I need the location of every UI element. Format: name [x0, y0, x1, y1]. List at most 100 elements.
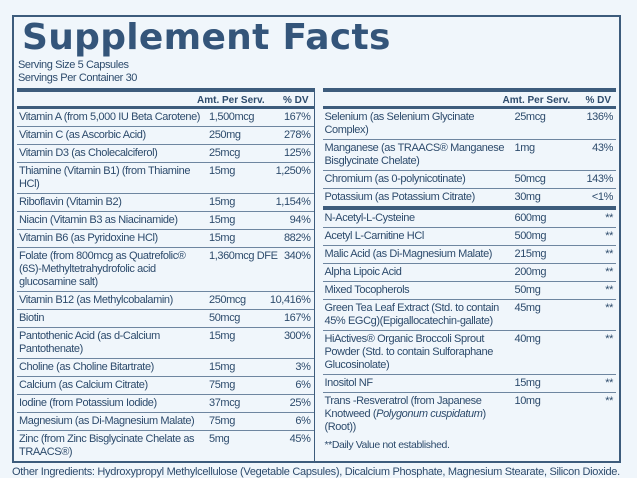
row-name: N-Acetyl-L-Cysteine	[324, 212, 416, 225]
row-amount: 75mg	[209, 379, 235, 391]
row-amount: 15mg	[209, 214, 235, 226]
row-dv: **	[605, 302, 613, 315]
table-row: Malic Acid (as Di-Magnesium Malate) 215mg…	[322, 246, 616, 265]
row-amount: 30mg	[514, 191, 541, 203]
row-name: Selenium (as Selenium Glycinate Complex)	[324, 111, 475, 136]
table-row: Selenium (as Selenium Glycinate Complex)…	[322, 109, 616, 140]
row-name: Calcium (as Calcium Citrate)	[19, 379, 148, 391]
table-row: Thiamine (Vitamin B1) (from Thiamine HCl…	[17, 163, 314, 194]
row-dv: 278%	[283, 129, 311, 141]
table-row: Vitamin B6 (as Pyridoxine HCl) 15mg 882%	[17, 230, 314, 248]
table-row: Niacin (Vitamin B3 as Niacinamide) 15mg 94…	[17, 212, 314, 230]
row-name: Choline (as Choline Bitartrate)	[19, 361, 154, 373]
row-amount: 45mg	[514, 302, 541, 315]
row-amount: 50mg	[514, 284, 541, 297]
row-name: Manganese (as TRAACS® Manganese Bisglyci…	[324, 142, 505, 167]
row-dv: **	[605, 266, 613, 279]
row-name: Iodine (from Potassium Iodide)	[19, 397, 157, 409]
nutrient-columns: Amt. Per Serv. % DV Vitamin A (from 5,00…	[17, 88, 616, 461]
left-nutrient-table: Amt. Per Serv. % DV Vitamin A (from 5,00…	[17, 88, 315, 461]
table-row: Riboflavin (Vitamin B2) 15mg 1,154%	[17, 194, 314, 212]
table-row: Manganese (as TRAACS® Manganese Bisglyci…	[322, 140, 616, 171]
row-dv: 340%	[283, 250, 311, 262]
row-dv: 6%	[295, 415, 311, 427]
table-row: Vitamin C (as Ascorbic Acid) 250mg 278%	[17, 127, 314, 145]
table-row: Inositol NF 15mg **	[322, 375, 616, 394]
row-name: Magnesium (as Di-Magnesium Malate)	[19, 415, 195, 427]
row-dv: 167%	[283, 111, 311, 123]
servings-per-container: Servings Per Container 30	[18, 72, 138, 84]
row-amount: 5mg	[209, 433, 230, 445]
header-amount: Amt. Per Serv.	[197, 95, 265, 106]
row-amount: 1,500mcg	[209, 111, 255, 123]
row-name: Riboflavin (Vitamin B2)	[19, 196, 122, 208]
row-dv: 43%	[592, 142, 613, 154]
table-header: Amt. Per Serv. % DV	[322, 92, 616, 109]
row-name: Folate (from 800mcg as Quatrefolic® (6S)…	[19, 250, 186, 288]
table-row: Folate (from 800mcg as Quatrefolic® (6S)…	[17, 248, 314, 292]
other-ingredients: Other Ingredients: Hydroxypropyl Methylc…	[12, 466, 620, 478]
row-amount: 500mg	[514, 230, 547, 243]
table-row: Iodine (from Potassium Iodide) 37mcg 25%	[17, 395, 314, 413]
right-nutrient-table: Amt. Per Serv. % DV Selenium (as Seleniu…	[322, 88, 617, 461]
table-row: Alpha Lipoic Acid 200mg **	[322, 264, 616, 283]
row-name: Mixed Tocopherols	[324, 284, 410, 297]
row-dv: **	[605, 248, 613, 261]
header-amount: Amt. Per Serv.	[502, 95, 571, 106]
row-dv: **	[605, 212, 613, 225]
row-name: Vitamin C (as Ascorbic Acid)	[19, 129, 146, 141]
table-row: Calcium (as Calcium Citrate) 75mg 6%	[17, 377, 314, 395]
page-title: Supplement Facts	[22, 17, 391, 58]
row-dv: 143%	[586, 173, 613, 185]
header-dv: % DV	[282, 95, 309, 106]
row-dv: <1%	[591, 191, 614, 203]
table-row: Vitamin A (from 5,000 IU Beta Carotene) 1…	[17, 109, 314, 127]
table-row: Zinc (from Zinc Bisglycinate Chelate as …	[17, 431, 314, 461]
table-row: Vitamin D3 (as Cholecalciferol) 25mcg 125%	[17, 145, 314, 163]
row-name: Malic Acid (as Di-Magnesium Malate)	[324, 248, 493, 261]
footnote: **Daily Value not established.	[324, 439, 450, 452]
table-row: Potassium (as Potassium Citrate) 30mg <1%	[323, 189, 617, 206]
table-row: Chromium (as 0-polynicotinate) 50mcg 143%	[322, 171, 616, 189]
table-row: Choline (as Choline Bitartrate) 15mg 3%	[17, 359, 314, 377]
row-dv: **	[605, 333, 613, 346]
table-row: Mixed Tocopherols 50mg **	[322, 282, 616, 301]
row-amount: 250mcg	[209, 294, 246, 306]
row-name-italic: Polygonum cuspidatum	[376, 408, 483, 421]
row-dv: **	[605, 395, 613, 408]
row-name: Thiamine (Vitamin B1) (from Thiamine HCl…	[19, 165, 191, 190]
row-amount: 15mg	[514, 377, 541, 390]
header-dv: % DV	[585, 95, 611, 106]
minerals-section: Selenium (as Selenium Glycinate Complex)…	[322, 109, 617, 211]
row-amount: 250mg	[209, 129, 241, 141]
table-row: Vitamin B12 (as Methylcobalamin) 250mcg 10…	[17, 292, 314, 310]
row-dv: 10,416%	[269, 294, 311, 306]
row-amount: 37mcg	[209, 397, 241, 409]
row-amount: 75mg	[209, 415, 235, 427]
row-name-part: ) (Root))	[324, 408, 487, 434]
row-dv: 45%	[289, 433, 311, 445]
row-amount: 25mcg	[514, 111, 546, 123]
row-dv: 94%	[289, 214, 311, 226]
row-amount: 15mg	[209, 165, 235, 177]
table-row: Green Tea Leaf Extract (Std. to contain …	[322, 300, 616, 332]
row-name: Alpha Lipoic Acid	[324, 266, 402, 279]
row-amount: 1,360mcg DFE	[209, 250, 278, 262]
row-name: Vitamin B6 (as Pyridoxine HCl)	[19, 232, 158, 244]
row-amount: 50mcg	[209, 312, 241, 324]
row-amount: 215mg	[514, 248, 547, 261]
row-amount: 50mcg	[514, 173, 546, 185]
row-dv: **	[605, 377, 613, 390]
other-ingredients-section: N-Acetyl-L-Cysteine 600mg ** Acetyl L-Carni…	[322, 210, 616, 394]
row-amount: 25mcg	[209, 147, 241, 159]
row-amount: 200mg	[514, 266, 547, 279]
row-amount: 15mg	[209, 196, 235, 208]
row-dv: 25%	[289, 397, 311, 409]
table-row: Pantothenic Acid (as d-Calcium Pantothen…	[17, 328, 314, 359]
row-name: Potassium (as Potassium Citrate)	[324, 191, 476, 203]
row-name: Vitamin B12 (as Methylcobalamin)	[19, 294, 173, 306]
supplement-facts-panel: Supplement Facts Serving Size 5 Capsules…	[12, 15, 621, 463]
row-name: Chromium (as 0-polynicotinate)	[324, 173, 466, 185]
table-header: Amt. Per Serv. % DV	[17, 92, 314, 109]
row-dv: **	[605, 284, 613, 297]
